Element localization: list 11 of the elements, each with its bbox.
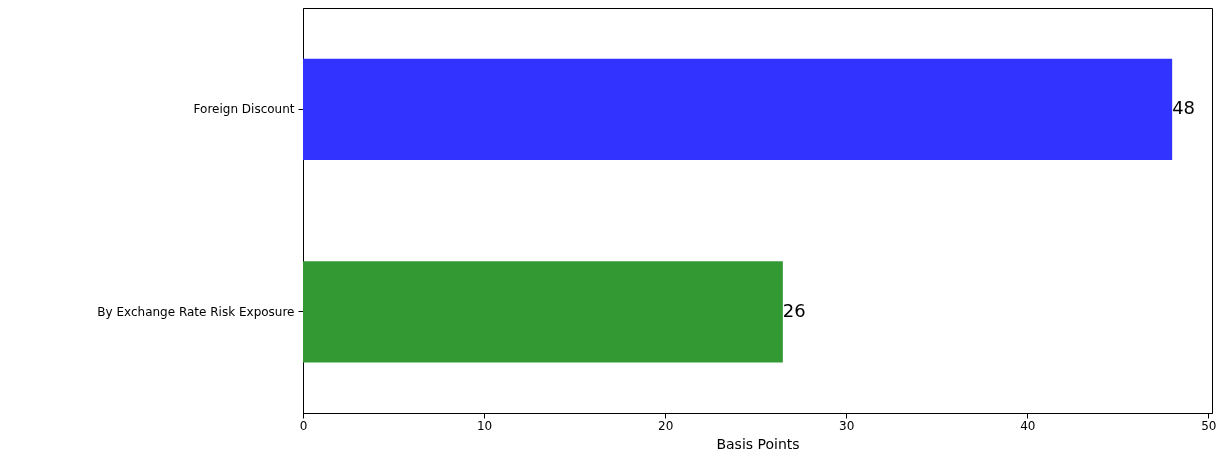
y-tick-label: Foreign Discount — [193, 102, 295, 117]
x-tick-label: 30 — [839, 418, 855, 433]
x-tick-label: 20 — [658, 418, 674, 433]
x-tick-label: 40 — [1020, 418, 1036, 433]
data-label: 26 — [782, 299, 806, 321]
x-tick-label: 10 — [476, 418, 493, 433]
data-label: 48 — [1172, 97, 1196, 119]
y-tick-label: By Exchange Rate Risk Exposure — [97, 304, 295, 319]
x-axis-title: Basis Points — [716, 435, 800, 452]
x-tick-label: 50 — [1201, 418, 1217, 433]
x-tick-label: 0 — [299, 418, 308, 433]
